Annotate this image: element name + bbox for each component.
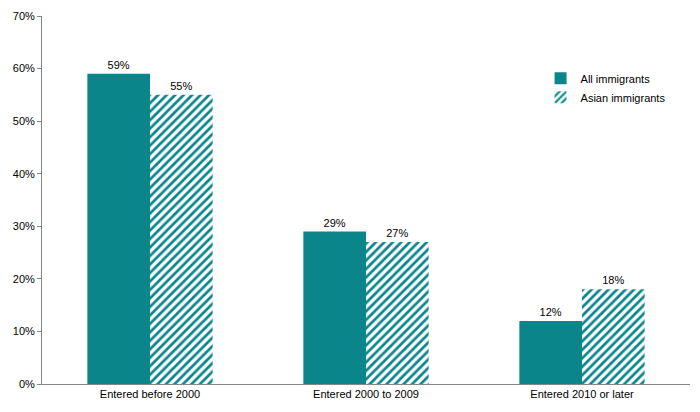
svg-text:29%: 29% (324, 217, 346, 229)
svg-text:60%: 60% (13, 62, 35, 74)
svg-text:50%: 50% (13, 115, 35, 127)
svg-text:18%: 18% (602, 274, 624, 286)
svg-text:Entered 2000 to 2009: Entered 2000 to 2009 (313, 388, 419, 400)
svg-text:27%: 27% (386, 227, 408, 239)
svg-text:59%: 59% (108, 59, 130, 71)
svg-text:55%: 55% (170, 80, 192, 92)
svg-text:Entered before 2000: Entered before 2000 (100, 388, 200, 400)
svg-text:Asian immigrants: Asian immigrants (581, 92, 666, 104)
svg-text:All immigrants: All immigrants (581, 73, 651, 85)
svg-text:12%: 12% (540, 306, 562, 318)
svg-text:20%: 20% (13, 273, 35, 285)
svg-text:30%: 30% (13, 220, 35, 232)
svg-text:40%: 40% (13, 168, 35, 180)
svg-text:10%: 10% (13, 325, 35, 337)
svg-text:0%: 0% (19, 378, 35, 390)
svg-text:Entered 2010 or later: Entered 2010 or later (530, 388, 634, 400)
svg-text:70%: 70% (13, 10, 35, 22)
